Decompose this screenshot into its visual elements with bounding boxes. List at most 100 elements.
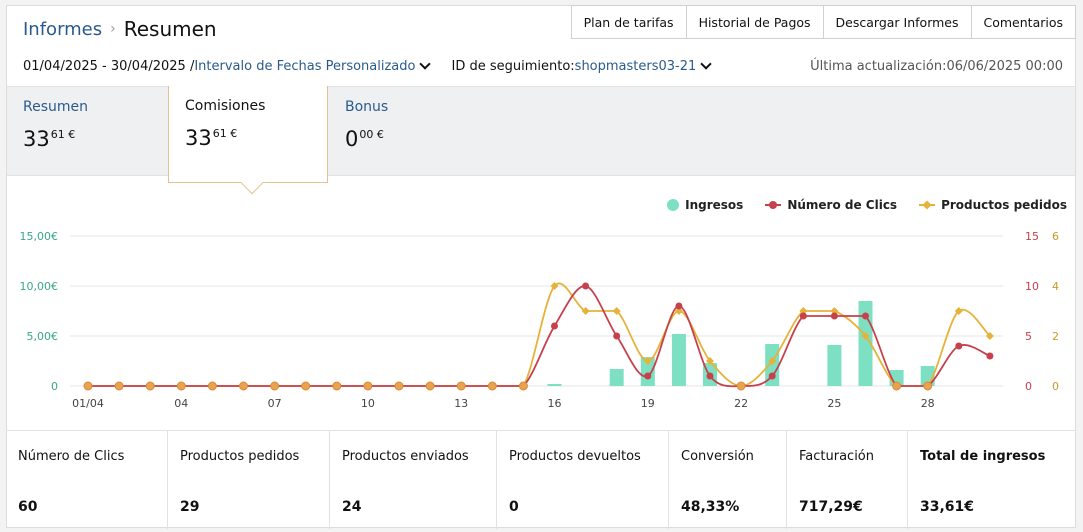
legend-label: Productos pedidos — [941, 198, 1067, 212]
historial-de-pagos-button[interactable]: Historial de Pagos — [685, 6, 823, 38]
tab-value: 0 00 € — [345, 127, 384, 151]
metric-value: 717,29€ — [799, 499, 863, 515]
date-interval-dropdown[interactable]: Intervalo de Fechas Personalizado — [194, 58, 416, 74]
summary-tabs: Resumen 33 61 € Comisiones 33 61 € Bonus… — [7, 86, 1075, 195]
bar-ingresos — [640, 357, 655, 386]
point-clics — [862, 312, 869, 320]
metrics-row: Número de Clics 60 Productos pedidos 29 … — [6, 430, 1076, 529]
report-panel: Informes › Resumen Plan de tarifas Histo… — [6, 5, 1076, 528]
metric-facturacion: Facturación 717,29€ — [786, 431, 907, 529]
tab-value: 33 61 € — [185, 126, 237, 150]
x-tick-label: 01/04 — [72, 397, 104, 410]
point-clics — [644, 372, 652, 380]
descargar-informes-button[interactable]: Descargar Informes — [822, 6, 971, 38]
tab-resumen[interactable]: Resumen 33 61 € — [7, 87, 167, 177]
tab-comisiones[interactable]: Comisiones 33 61 € — [168, 86, 328, 195]
metric-label: Conversión — [681, 449, 754, 464]
line-productos — [88, 282, 991, 387]
point-clics — [955, 342, 963, 350]
tab-bonus[interactable]: Bonus 0 00 € — [329, 87, 489, 177]
legend-item-ingresos[interactable]: Ingresos — [667, 198, 743, 212]
chart-legend: Ingresos Número de Clics Productos pedid… — [645, 198, 1067, 212]
legend-item-productos[interactable]: Productos pedidos — [919, 198, 1067, 212]
earnings-chart: 0 0 0 5,00€ 5 2 10,00€ 10 4 15,00€ 15 6 01/04 04 07 10 1… — [20, 230, 1060, 410]
bar-ingresos — [609, 369, 624, 386]
metric-productos-devueltos: Productos devueltos 0 — [496, 431, 668, 529]
filter-bar: 01/04/2025 - 30/04/2025 / Intervalo de F… — [23, 56, 716, 76]
point-clics — [830, 312, 838, 320]
metric-clics: Número de Clics 60 — [6, 431, 167, 529]
metric-label: Número de Clics — [18, 449, 125, 464]
point-zero — [83, 381, 93, 391]
y-right-clics-tick-label: 15 — [1025, 230, 1039, 243]
x-tick-label: 13 — [454, 397, 468, 410]
metric-conversion: Conversión 48,33% — [668, 431, 786, 529]
legend-label: Número de Clics — [787, 198, 898, 212]
tab-label: Bonus — [345, 99, 389, 115]
x-tick-label: 25 — [827, 397, 841, 410]
point-zero — [456, 381, 466, 391]
point-clics — [675, 302, 683, 310]
y-right-productos-tick-label: 0 — [1052, 380, 1059, 393]
bar-ingresos — [547, 384, 562, 386]
legend-line-icon — [765, 199, 782, 211]
metric-value: 60 — [18, 499, 38, 515]
point-zero — [301, 381, 311, 391]
chevron-down-icon[interactable] — [419, 58, 432, 70]
point-zero — [394, 381, 404, 391]
point-clics — [613, 332, 621, 340]
bar-ingresos — [827, 345, 842, 386]
tab-value-cents: 00 € — [359, 128, 384, 141]
metric-label: Total de ingresos — [920, 449, 1046, 464]
tab-value-cents: 61 € — [50, 128, 76, 141]
x-tick-label: 16 — [548, 397, 562, 410]
point-zero — [487, 381, 497, 391]
metric-value: 29 — [180, 499, 200, 515]
point-zero — [114, 381, 124, 391]
tab-value-main: 33 — [185, 126, 212, 150]
y-right-clics-tick-label: 0 — [1025, 380, 1032, 393]
y-right-clics-tick-label: 5 — [1025, 330, 1032, 343]
chevron-down-icon[interactable] — [700, 58, 712, 70]
legend-line-icon — [919, 199, 936, 211]
y-right-productos-tick-label: 6 — [1052, 230, 1059, 243]
tracking-id-dropdown[interactable]: shopmasters03-21 — [574, 58, 697, 74]
x-tick-label: 04 — [174, 397, 188, 410]
x-tick-label: 28 — [921, 397, 935, 410]
point-zero — [363, 381, 373, 391]
active-tab-caret — [240, 171, 264, 195]
point-zero — [332, 381, 342, 391]
point-clics — [551, 322, 558, 330]
metric-label: Productos pedidos — [180, 449, 300, 464]
metric-label: Productos enviados — [342, 449, 469, 464]
breadcrumb: Informes › Resumen — [23, 16, 217, 42]
legend-item-clics[interactable]: Número de Clics — [765, 198, 897, 212]
breadcrumb-informes-link[interactable]: Informes — [23, 18, 103, 40]
comentarios-button[interactable]: Comentarios — [970, 6, 1076, 38]
y-left-tick-label: 5,00€ — [27, 330, 59, 343]
tracking-id-label: ID de seguimiento: — [451, 58, 575, 74]
point-productos — [830, 307, 839, 315]
point-clics — [706, 372, 714, 380]
plan-de-tarifas-button[interactable]: Plan de tarifas — [583, 14, 674, 30]
bar-ingresos — [671, 334, 686, 386]
x-tick-label: 22 — [734, 397, 748, 410]
point-productos — [985, 332, 994, 340]
point-zero — [518, 381, 528, 391]
point-zero — [425, 381, 435, 391]
tab-value-cents: 61 € — [212, 127, 238, 140]
point-clics — [582, 282, 590, 290]
y-left-tick-label: 15,00€ — [20, 230, 59, 243]
x-tick-label: 07 — [268, 397, 282, 410]
y-right-productos-tick-label: 4 — [1052, 280, 1059, 293]
legend-label: Ingresos — [685, 198, 744, 212]
point-zero — [736, 381, 746, 391]
tab-label: Resumen — [23, 99, 89, 115]
tab-value-main: 33 — [23, 127, 50, 151]
metric-value: 0 — [509, 499, 519, 515]
y-right-clics-tick-label: 10 — [1025, 280, 1039, 293]
point-zero — [176, 381, 186, 391]
metric-value: 24 — [342, 499, 362, 515]
point-zero — [145, 381, 155, 391]
page-title: Resumen — [123, 17, 217, 41]
